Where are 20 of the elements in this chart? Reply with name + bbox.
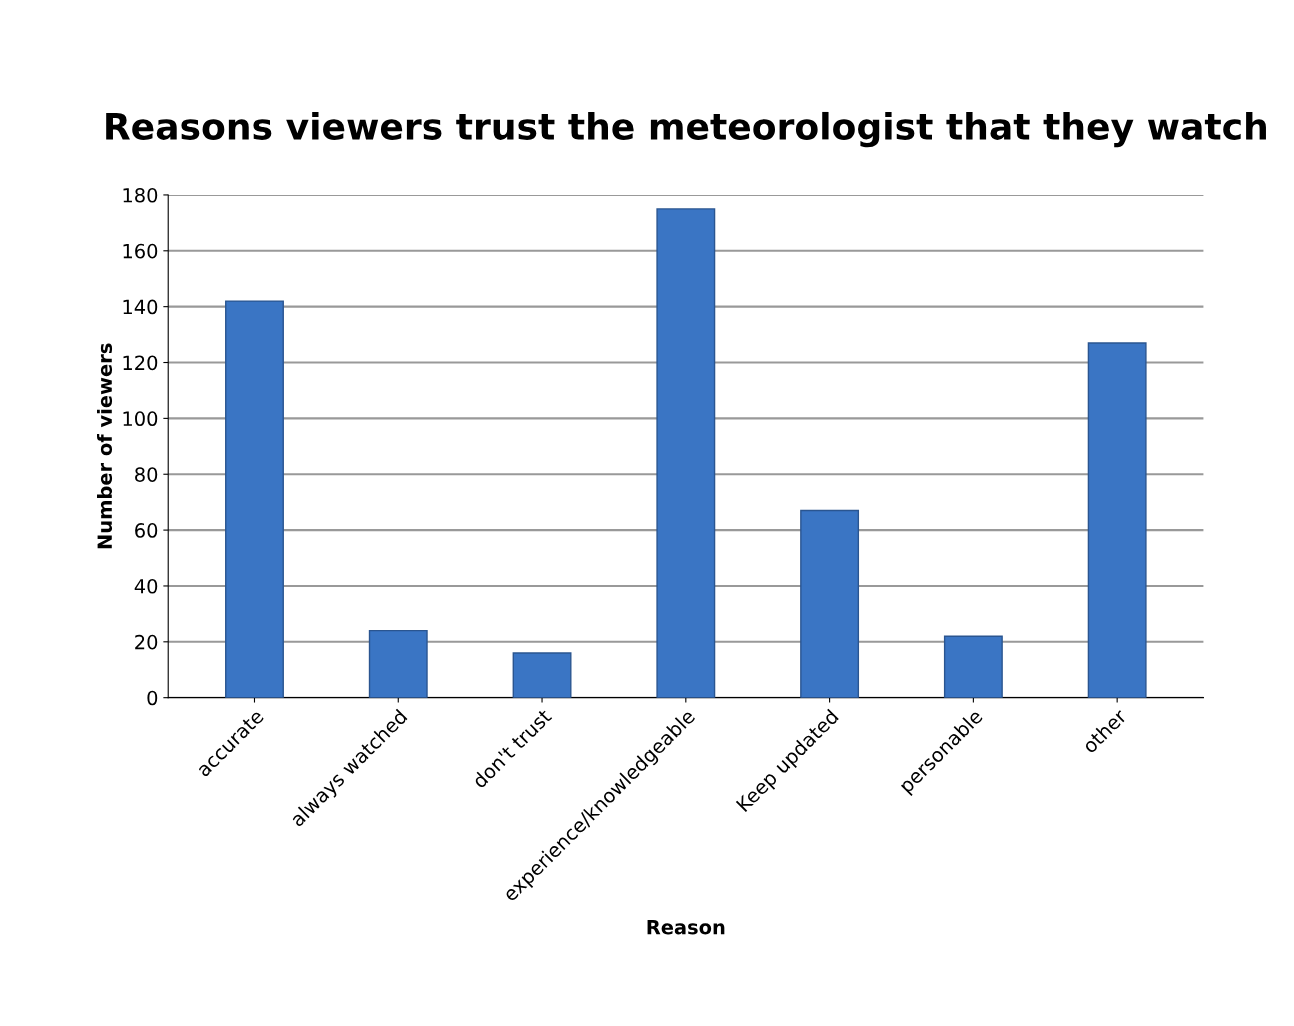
- y-tick-label: 120: [123, 355, 158, 371]
- x-axis-title: Reason: [647, 920, 725, 935]
- y-tick-label: 20: [135, 634, 158, 650]
- y-tick-label: 180: [123, 187, 158, 203]
- y-tick-label: 0: [147, 690, 158, 706]
- chart-title: Reasons viewers trust the meteorologist that they watch: [106, 111, 1266, 148]
- y-tick-label: 100: [123, 411, 158, 427]
- bar: [800, 509, 860, 698]
- bar: [368, 629, 428, 698]
- y-tick-label: 140: [123, 299, 158, 315]
- bar: [1087, 342, 1147, 698]
- y-tick-label: 60: [135, 523, 158, 538]
- bar: [225, 300, 284, 698]
- bar: [943, 635, 1003, 698]
- y-axis-title: Number of viewers: [97, 343, 113, 549]
- y-tick-label: 40: [134, 578, 158, 594]
- bar: [512, 652, 572, 698]
- bar: [656, 208, 716, 698]
- y-tick-label: 80: [135, 467, 158, 482]
- y-tick-label: 160: [123, 243, 158, 259]
